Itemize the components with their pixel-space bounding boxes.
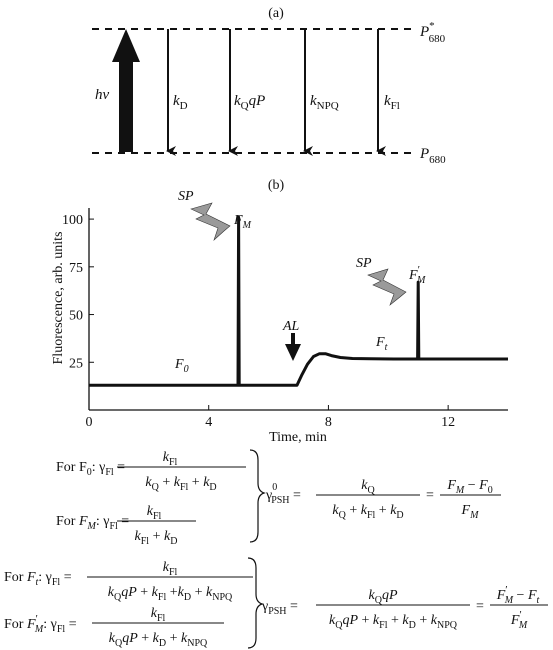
svg-text:kQ + kFl + kD: kQ + kFl + kD xyxy=(145,475,216,493)
equation-psh: γPSH = kQqP kQqP + kFl + kD + kNPQ = F′ M… xyxy=(261,584,548,631)
rate-label-knpq: kNPQ xyxy=(310,93,339,112)
svg-text:For FM: γFl =: For FM: γFl = xyxy=(56,514,129,532)
panel-b-label: (b) xyxy=(268,178,285,193)
panel-a-label: (a) xyxy=(268,6,284,21)
equation-f0: For F0: γFl = kFl kQ + kFl + kD xyxy=(56,450,246,493)
x-tick-label: 8 xyxy=(325,415,332,430)
svg-text:kQqP + kD + kNPQ: kQqP + kD + kNPQ xyxy=(109,631,208,649)
annotation-sp-1: SP xyxy=(178,189,194,204)
annotation-fm-prime: F′ M xyxy=(408,264,426,286)
svg-text:FM − F0: FM − F0 xyxy=(446,478,492,496)
fluorescence-trace xyxy=(89,215,508,387)
annotation-fm: FM xyxy=(233,213,252,231)
lightning-icon-1 xyxy=(190,202,231,241)
panel-b: (b) 0 4 8 12 25 50 75 100 Time, min Fluorescenc… xyxy=(51,178,508,445)
lightning-icon-2 xyxy=(367,268,407,306)
excitation-arrow-icon xyxy=(112,29,140,152)
y-tick-label: 100 xyxy=(62,213,83,228)
brace-2 xyxy=(247,557,264,649)
svg-text:kQ: kQ xyxy=(361,478,375,496)
svg-text:For F′M: γFl =: For F′ M: γFl = xyxy=(4,613,77,635)
y-axis-label: Fluorescence, arb. units xyxy=(51,232,66,365)
svg-text:kQqP + kFl +kD + kNPQ: kQqP + kFl +kD + kNPQ xyxy=(108,585,233,603)
svg-text:γPSH =: γPSH = xyxy=(261,599,298,617)
annotation-f0: F0 xyxy=(174,357,189,375)
panel-a: (a) P* 680 P680 hv kD kQqP kNPQ kFl xyxy=(92,6,446,166)
brace-1 xyxy=(249,449,266,543)
svg-text:kQqP + kFl + kD + kNPQ: kQqP + kFl + kD + kNPQ xyxy=(329,613,458,631)
svg-text:kFl: kFl xyxy=(163,450,178,468)
x-axis-label: Time, min xyxy=(269,430,327,445)
x-tick-label: 12 xyxy=(441,415,455,430)
y-tick-label: 25 xyxy=(69,356,83,371)
equation-fm-prime: For F′ M: γFl = kFl kQqP + kD + kNPQ xyxy=(4,606,224,649)
svg-text:kFl: kFl xyxy=(147,504,162,522)
y-tick-label: 50 xyxy=(69,309,83,324)
y-tick-label: 75 xyxy=(69,261,83,276)
down-arrow-icon xyxy=(285,333,301,361)
chart-ticks: 0 4 8 12 25 50 75 100 xyxy=(62,213,455,430)
annotation-sp-2: SP xyxy=(356,256,372,271)
excitation-label: hv xyxy=(95,87,110,103)
chart-axes xyxy=(88,208,508,411)
equations: For F0: γFl = kFl kQ + kFl + kD For FM: … xyxy=(4,449,548,649)
x-tick-label: 0 xyxy=(86,415,93,430)
svg-text:FM: FM xyxy=(461,503,480,521)
ground-level-label: P680 xyxy=(419,146,446,166)
svg-text:F′M − Ft: F′ M − Ft xyxy=(496,584,540,606)
x-tick-label: 4 xyxy=(205,415,212,430)
rate-label-kd: kD xyxy=(173,93,188,112)
svg-text:=: = xyxy=(426,488,434,503)
rate-label-kq: kQqP xyxy=(234,93,265,112)
svg-text:For F0: γFl =: For F0: γFl = xyxy=(56,460,125,478)
equation-ft: For Ft: γFl = kFl kQqP + kFl +kD + kNPQ xyxy=(4,560,253,603)
svg-text:kFl + kD: kFl + kD xyxy=(135,529,178,547)
equation-psh0: γ0 PSH = kQ kQ + kFl + kD = FM − F0 FM xyxy=(265,478,501,521)
annotation-ft: Ft xyxy=(375,335,388,353)
svg-text:F′M: F′ M xyxy=(510,609,528,631)
annotation-al: AL xyxy=(282,319,300,334)
svg-text:kQ + kFl + kD: kQ + kFl + kD xyxy=(332,503,403,521)
svg-text:kFl: kFl xyxy=(151,606,166,624)
rate-label-kfl: kFl xyxy=(384,93,400,112)
svg-text:For Ft: γFl =: For Ft: γFl = xyxy=(4,570,72,588)
excited-level-label: P* 680 xyxy=(419,20,446,45)
svg-text:=: = xyxy=(476,599,484,614)
equation-fm: For FM: γFl = kFl kFl + kD xyxy=(56,504,196,547)
svg-text:kQqP: kQqP xyxy=(368,588,397,606)
svg-text:kFl: kFl xyxy=(163,560,178,578)
